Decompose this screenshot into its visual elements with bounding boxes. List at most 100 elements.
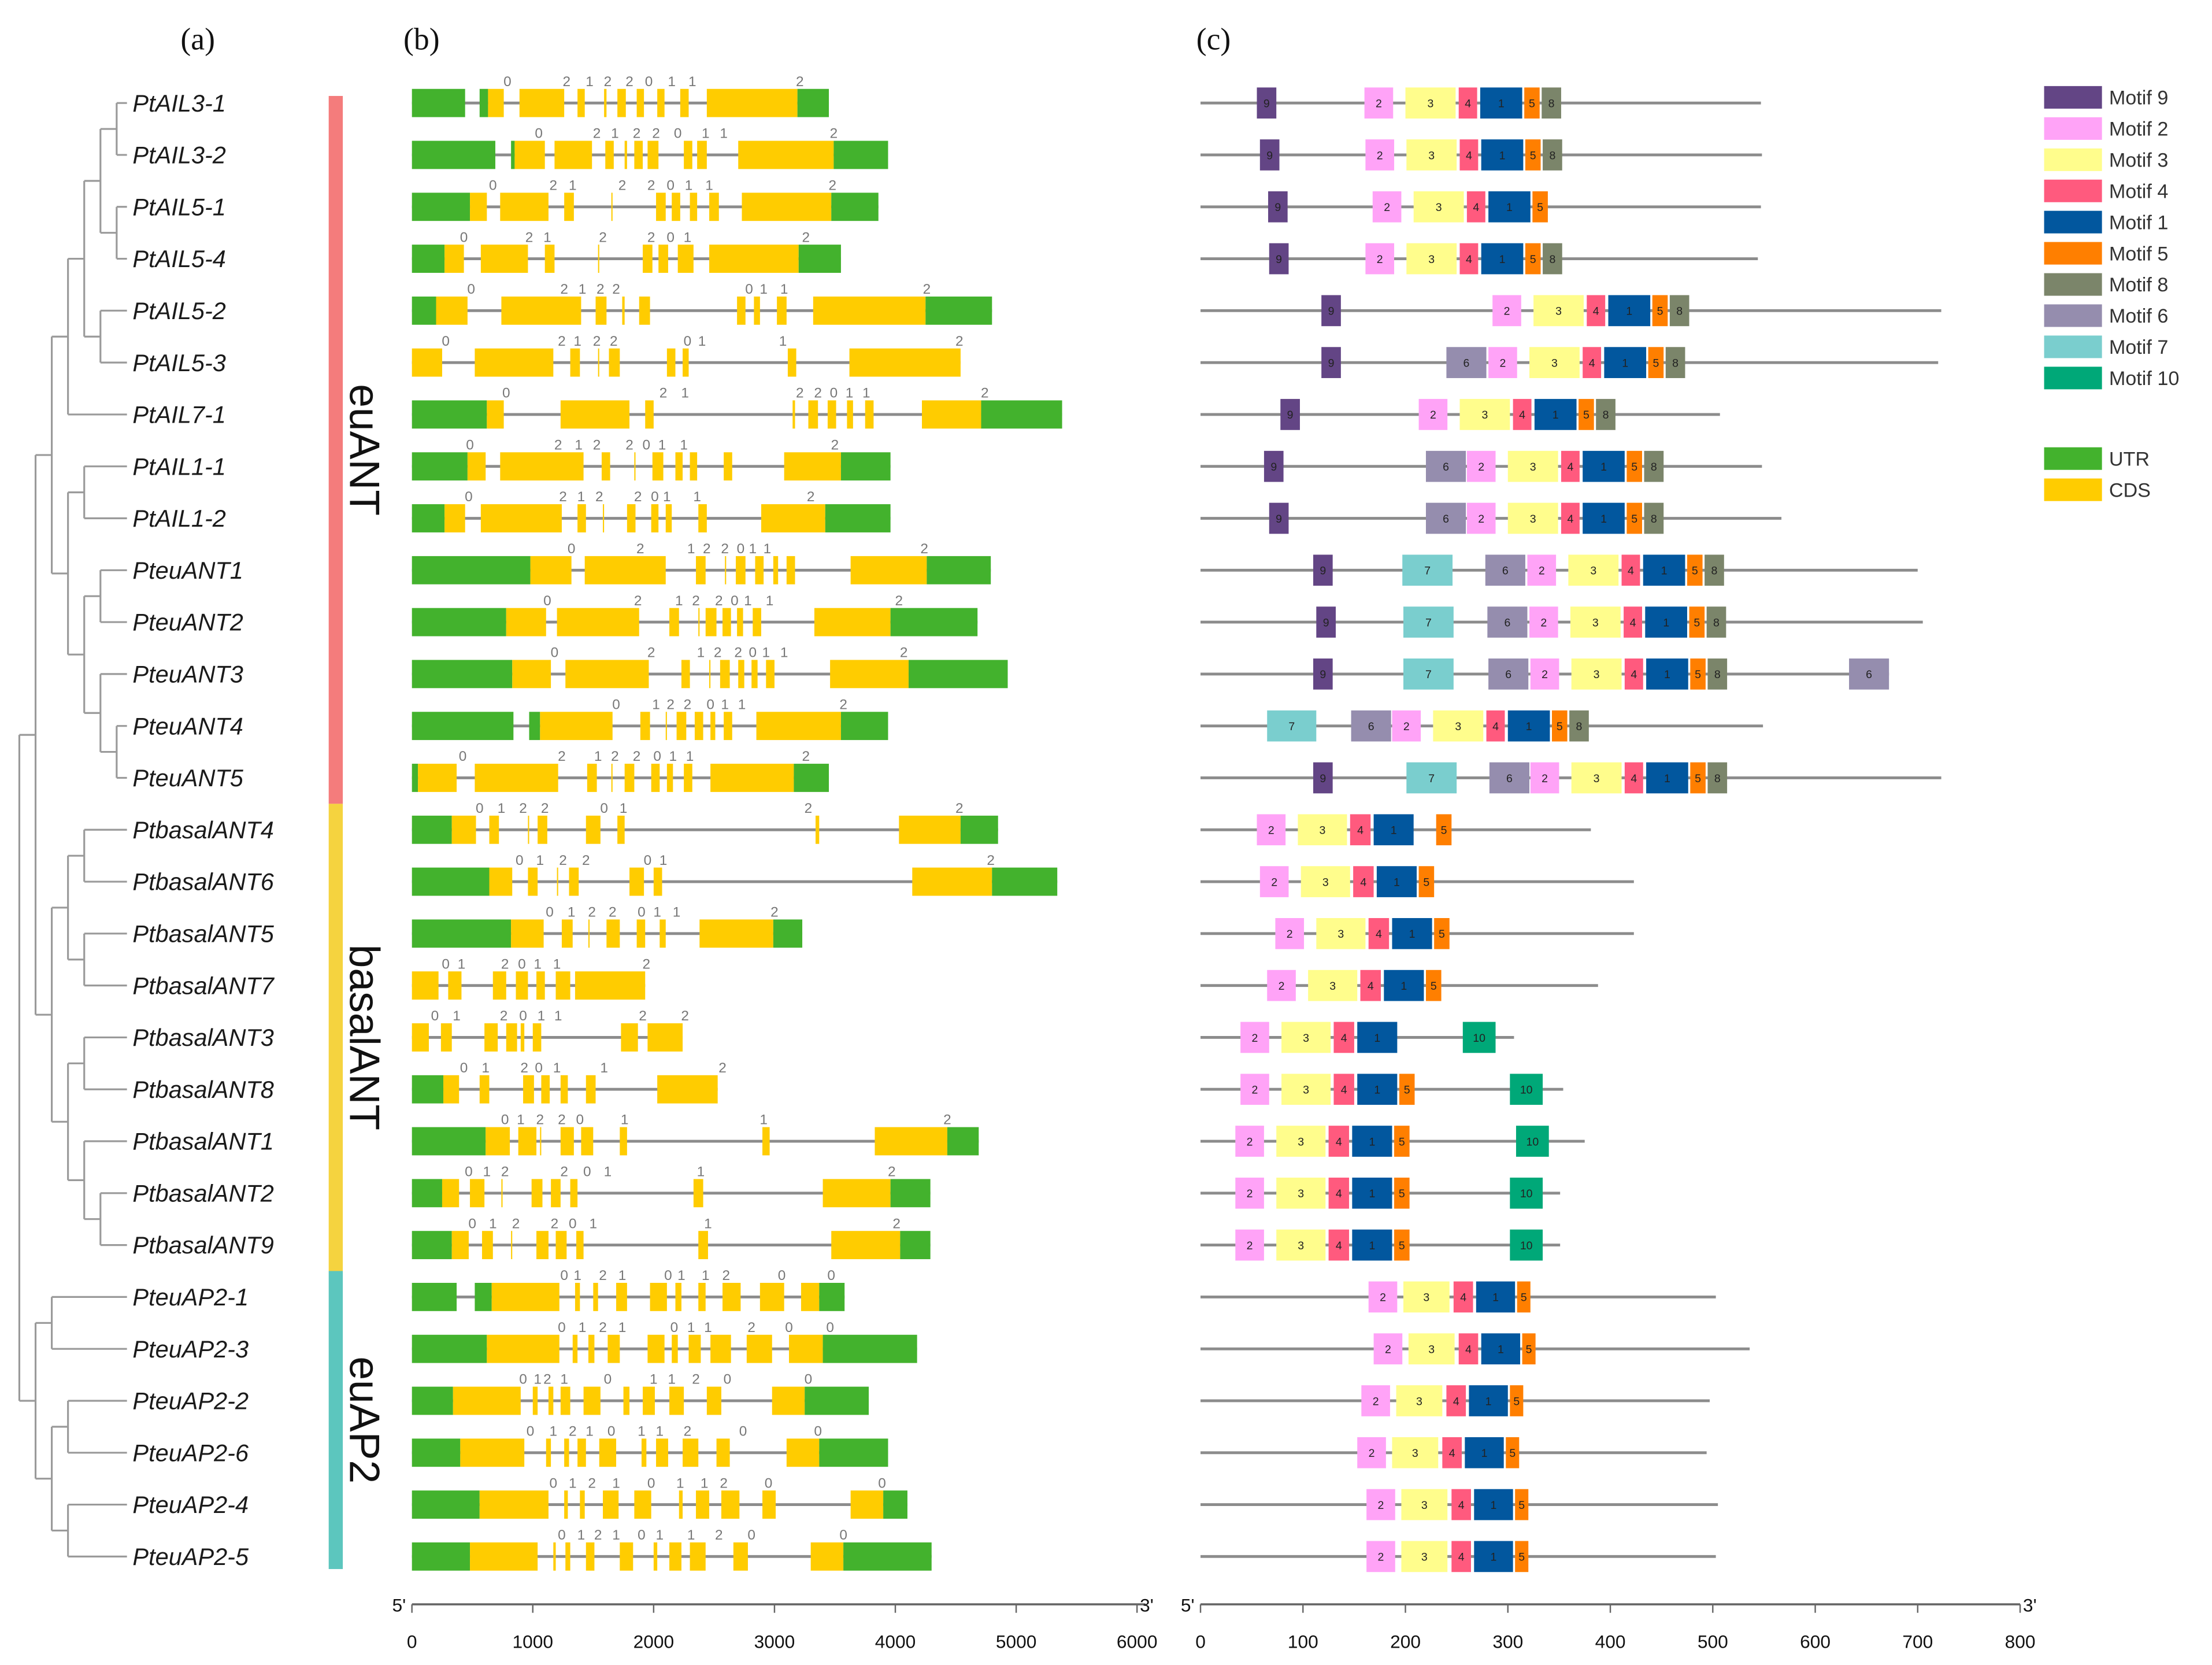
intron-phase-label: 1 (687, 1527, 695, 1543)
motif-8-box (1543, 243, 1562, 275)
motif-number: 5 (1423, 876, 1429, 889)
cds-block (684, 764, 692, 792)
motif-number: 4 (1567, 513, 1573, 526)
gene-axis-tick-label: 0 (407, 1631, 417, 1652)
motif-6-box (1446, 347, 1487, 378)
cds-block (460, 1438, 525, 1467)
motif-number: 5 (1583, 409, 1589, 421)
intron-phase-label: 1 (611, 126, 619, 142)
motif-number: 4 (1519, 409, 1525, 421)
motif-6-box (1351, 710, 1391, 742)
motif-number: 5 (1537, 201, 1543, 214)
intron-phase-label: 1 (560, 1372, 568, 1388)
cds-block (634, 140, 643, 169)
cds-block (755, 556, 764, 584)
motif-number: 9 (1328, 357, 1335, 369)
intron-phase-label: 1 (685, 177, 693, 193)
intron-phase-label: 0 (543, 593, 551, 609)
intron-phase-label: 2 (802, 749, 810, 764)
subfamily-bar (328, 95, 343, 804)
motif-4-box (1442, 1437, 1462, 1468)
intron-phase-label: 1 (590, 1216, 598, 1231)
motif-9-box (1259, 139, 1280, 171)
intron-phase-label: 1 (458, 956, 466, 972)
motif-number: 2 (1247, 1187, 1253, 1200)
utr-block (925, 296, 992, 325)
motif-number: 8 (1714, 668, 1721, 681)
motif-8-box (1706, 606, 1726, 638)
motif-number: 5 (1513, 1395, 1520, 1408)
motif-3-box (1405, 87, 1456, 119)
cds-block (666, 764, 673, 792)
gene-axis-ticks: 0 1000 2000 3000 4000 5000 6000 (407, 1604, 1157, 1652)
motif-1-box (1645, 606, 1687, 638)
motif-number: 9 (1276, 253, 1282, 266)
gene-label: PteuAP2-4 (132, 1491, 249, 1518)
intron-phase-label: 2 (943, 1112, 951, 1128)
motif-row: 2 3 4 1 5 (1201, 970, 1598, 1001)
intron-phase-label: 1 (663, 489, 671, 505)
cds-block (586, 1075, 596, 1104)
panel-label-c: (c) (1196, 21, 1231, 56)
motif-number: 8 (1714, 772, 1721, 785)
intron-phase-label: 2 (593, 334, 601, 349)
cds-block (694, 712, 703, 741)
intron-phase-label: 2 (639, 1008, 647, 1024)
motif-number: 5 (1439, 928, 1445, 941)
motif-6-box (1485, 554, 1525, 586)
intron-phase-label: 0 (827, 1268, 835, 1283)
cds-block (627, 504, 636, 532)
cds-block (865, 400, 874, 429)
gene-label: PteuAP2-3 (132, 1335, 249, 1363)
intron-phase-label: 1 (483, 1164, 491, 1180)
motif-9-box (1264, 450, 1284, 482)
motif-4-box (1624, 762, 1643, 794)
cds-block (538, 815, 547, 844)
cds-block (601, 452, 610, 481)
utr-block (412, 452, 468, 481)
motif-number: 2 (1380, 1292, 1386, 1304)
legend-label: Motif 3 (2109, 149, 2169, 171)
intron-phase-label: 1 (697, 645, 705, 661)
intron-phase-label: 2 (588, 1475, 596, 1491)
motif-3-box (1406, 139, 1457, 171)
intron-phase-label: 0 (460, 1060, 468, 1076)
intron-phase-label: 2 (593, 126, 601, 142)
motif-2-box (1373, 1333, 1403, 1365)
motif-row: 2 3 4 1 10 (1201, 1022, 1514, 1053)
legend-label: Motif 2 (2109, 119, 2169, 140)
cds-block (442, 1179, 460, 1208)
motif-number: 3 (1436, 201, 1442, 214)
intron-phase-label: 0 (551, 645, 559, 661)
motif-number: 5 (1530, 253, 1536, 266)
motif-4-box (1368, 918, 1390, 949)
utr-block (890, 608, 978, 637)
intron-phase-label: 2 (599, 1320, 607, 1335)
cds-block (698, 504, 707, 532)
intron-phase-label: 0 (731, 593, 739, 609)
intron-phase-label: 0 (666, 230, 675, 245)
motif-number: 5 (1695, 668, 1701, 681)
intron-phase-label: 2 (560, 1164, 568, 1180)
motif-number: 4 (1466, 149, 1472, 162)
cds-block (640, 712, 650, 741)
intron-phase-label: 2 (703, 541, 711, 557)
motif-2-box (1530, 762, 1559, 794)
cds-block (576, 1231, 584, 1260)
intron-phase-label: 2 (500, 1008, 508, 1024)
intron-phase-label: 1 (687, 1320, 695, 1335)
motif-4-box (1328, 1229, 1350, 1261)
motif-row: 2 3 4 1 5 (1201, 1489, 1718, 1520)
motif-number: 3 (1428, 1344, 1435, 1356)
motif-number: 3 (1421, 1551, 1428, 1564)
cds-block (560, 400, 630, 429)
intron-phase-label: 2 (558, 749, 566, 764)
motif-axis-5prime: 5' (1181, 1594, 1195, 1615)
motif-3-box (1316, 918, 1366, 949)
